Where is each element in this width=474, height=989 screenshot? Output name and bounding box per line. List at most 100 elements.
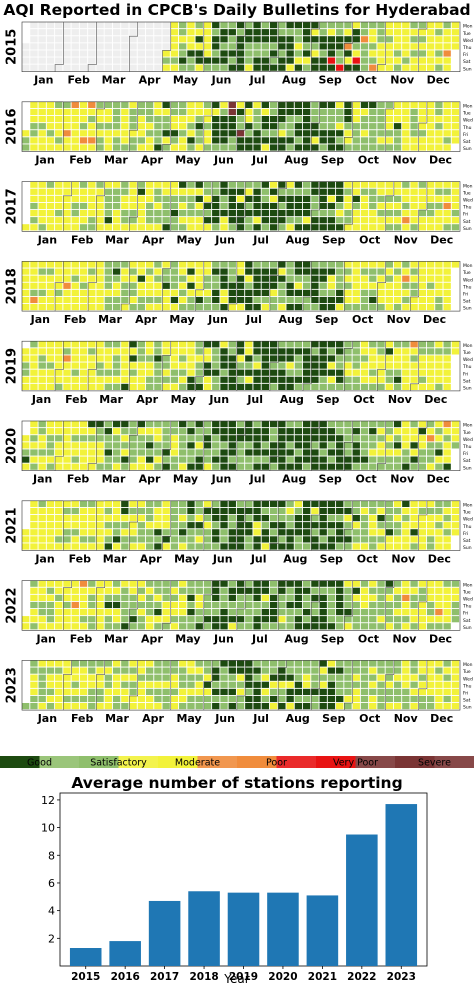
day-cell <box>369 269 376 275</box>
day-cell <box>278 144 285 150</box>
day-cell <box>278 536 285 542</box>
day-cell <box>162 501 169 507</box>
day-cell <box>63 144 70 150</box>
month-label: Oct <box>359 712 380 725</box>
day-cell <box>212 660 219 666</box>
day-cell <box>96 224 103 230</box>
day-cell <box>96 703 103 709</box>
day-cell <box>105 464 112 470</box>
day-cell <box>30 144 37 150</box>
day-cell <box>129 515 136 521</box>
day-cell <box>311 529 318 535</box>
day-cell <box>204 660 211 666</box>
day-cell <box>80 269 87 275</box>
day-cell <box>121 668 128 674</box>
day-cell <box>30 29 37 35</box>
day-cell <box>369 457 376 463</box>
day-cell <box>196 65 203 71</box>
day-cell <box>80 29 87 35</box>
day-cell <box>88 283 95 289</box>
day-cell <box>237 65 244 71</box>
day-cell <box>361 602 368 608</box>
day-cell <box>162 668 169 674</box>
day-cell <box>262 36 269 42</box>
day-cell <box>353 442 360 448</box>
day-cell <box>410 290 417 296</box>
day-cell <box>427 137 434 143</box>
day-cell <box>286 144 293 150</box>
day-cell <box>295 660 302 666</box>
day-cell <box>229 508 236 514</box>
day-cell <box>410 297 417 303</box>
day-cell <box>386 449 393 455</box>
day-cell <box>394 660 401 666</box>
day-cell <box>394 384 401 390</box>
day-cell <box>88 22 95 28</box>
day-cell <box>278 529 285 535</box>
heatmap-title: AQI Reported in CPCB's Daily Bulletins f… <box>3 1 470 19</box>
day-cell <box>105 588 112 594</box>
day-cell <box>410 616 417 622</box>
day-cell <box>419 623 426 629</box>
day-cell <box>311 581 318 587</box>
day-cell <box>328 370 335 376</box>
day-cell <box>63 36 70 42</box>
day-cell <box>336 602 343 608</box>
day-cell <box>212 261 219 267</box>
day-cell <box>39 682 46 688</box>
day-cell <box>311 595 318 601</box>
day-cell <box>402 36 409 42</box>
day-cell <box>344 43 351 49</box>
day-cell <box>88 144 95 150</box>
day-cell <box>419 43 426 49</box>
day-cell <box>179 363 186 369</box>
day-cell <box>427 384 434 390</box>
day-cell <box>113 102 120 108</box>
day-cell <box>105 341 112 347</box>
day-cell <box>220 602 227 608</box>
day-cell <box>212 529 219 535</box>
day-cell <box>452 36 459 42</box>
month-label: Jul <box>251 154 268 167</box>
day-cell <box>452 43 459 49</box>
day-cell <box>146 668 153 674</box>
day-cell <box>443 464 450 470</box>
day-cell <box>295 675 302 681</box>
day-cell <box>262 43 269 49</box>
day-cell <box>344 668 351 674</box>
day-cell <box>311 609 318 615</box>
day-cell <box>196 508 203 514</box>
day-cell <box>105 384 112 390</box>
day-cell <box>270 196 277 202</box>
day-cell <box>377 522 384 528</box>
day-cell <box>286 43 293 49</box>
day-cell <box>386 428 393 434</box>
day-cell <box>402 588 409 594</box>
day-cell <box>47 581 54 587</box>
day-cell <box>220 428 227 434</box>
day-cell <box>311 203 318 209</box>
weekday-label: Wed <box>463 38 473 44</box>
day-cell <box>72 515 79 521</box>
day-cell <box>129 355 136 361</box>
day-cell <box>179 276 186 282</box>
day-cell <box>402 464 409 470</box>
day-cell <box>220 609 227 615</box>
day-cell <box>22 623 29 629</box>
day-cell <box>386 65 393 71</box>
day-cell <box>245 50 252 56</box>
day-cell <box>113 261 120 267</box>
day-cell <box>361 224 368 230</box>
day-cell <box>237 536 244 542</box>
day-cell <box>295 102 302 108</box>
day-cell <box>435 370 442 376</box>
day-cell <box>311 501 318 507</box>
month-label: Jun <box>213 632 234 645</box>
day-cell <box>187 689 194 695</box>
day-cell <box>262 116 269 122</box>
day-cell <box>410 355 417 361</box>
day-cell <box>146 43 153 49</box>
day-cell <box>121 58 128 64</box>
day-cell <box>419 22 426 28</box>
